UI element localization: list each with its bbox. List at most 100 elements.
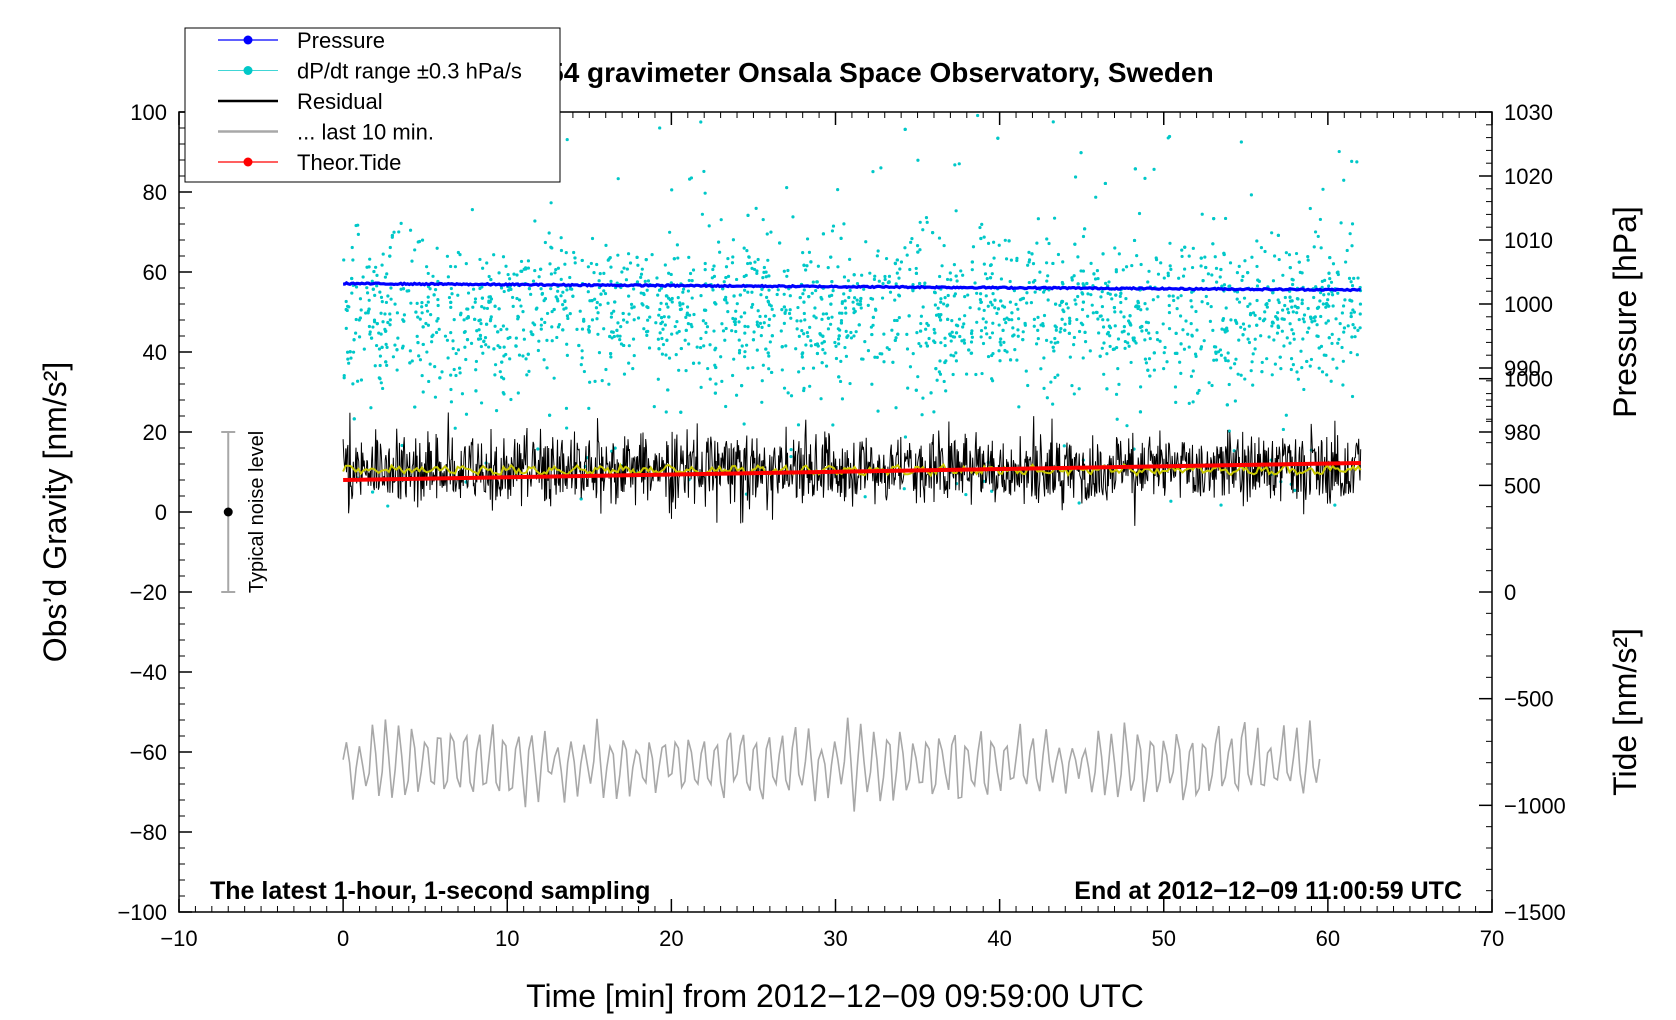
dpdt-point [1226, 359, 1230, 363]
dpdt-point [1234, 357, 1238, 361]
dpdt-point [819, 295, 823, 300]
dpdt-point [1045, 237, 1049, 241]
dpdt-point [672, 257, 676, 261]
dpdt-point [1352, 276, 1356, 280]
dpdt-point [863, 495, 867, 499]
dpdt-point [1291, 282, 1295, 287]
dpdt-point [764, 347, 768, 351]
dpdt-point [836, 265, 840, 269]
dpdt-point [911, 283, 915, 287]
dpdt-point [807, 294, 811, 299]
dpdt-point [802, 311, 806, 316]
dpdt-point [738, 293, 742, 297]
dpdt-point [550, 309, 554, 314]
dpdt-point [1058, 303, 1062, 307]
dpdt-point [1218, 348, 1223, 352]
dpdt-point [681, 290, 685, 294]
dpdt-point [1288, 295, 1292, 299]
dpdt-point [836, 337, 841, 341]
dpdt-point [1025, 291, 1029, 295]
dpdt-point [999, 299, 1003, 303]
dpdt-point [980, 222, 984, 226]
dpdt-point [821, 348, 825, 352]
dpdt-point [1068, 316, 1072, 320]
dpdt-point [999, 343, 1003, 347]
dpdt-point [369, 336, 374, 340]
dpdt-point [1210, 273, 1214, 277]
dpdt-point [695, 345, 699, 349]
dpdt-point [1300, 271, 1304, 275]
dpdt-point [761, 217, 765, 222]
dpdt-point [449, 264, 453, 269]
dpdt-point [1283, 303, 1287, 308]
dpdt-point [1155, 331, 1159, 335]
dpdt-point [590, 318, 595, 322]
dpdt-point [1070, 278, 1074, 282]
dpdt-point [908, 267, 912, 272]
dpdt-point [1051, 120, 1055, 124]
dpdt-point [758, 321, 763, 325]
dpdt-point [1113, 310, 1117, 314]
dpdt-point [711, 288, 715, 292]
dpdt-point [580, 356, 584, 360]
dpdt-point [489, 315, 493, 319]
dpdt-point [1033, 290, 1037, 294]
dpdt-point [834, 356, 839, 361]
dpdt-point [1011, 326, 1015, 330]
dpdt-point [1077, 329, 1082, 334]
y-tick-label: 100 [130, 100, 167, 125]
dpdt-point [1283, 295, 1287, 300]
dpdt-point [452, 367, 456, 372]
dpdt-point [1341, 383, 1345, 387]
dpdt-point [480, 305, 484, 309]
dpdt-point [570, 287, 574, 291]
dpdt-point [796, 305, 800, 310]
dpdt-point [1167, 310, 1172, 315]
dpdt-point [830, 280, 834, 284]
dpdt-point [788, 294, 792, 298]
dpdt-point [843, 306, 848, 310]
dpdt-point [418, 358, 423, 362]
dpdt-point [1223, 216, 1228, 221]
dpdt-point [876, 409, 880, 413]
dpdt-point [462, 330, 467, 335]
noise-level-indicator [221, 431, 236, 593]
dpdt-point [1340, 311, 1344, 315]
dpdt-point [818, 332, 822, 336]
dpdt-point [1260, 360, 1264, 365]
dpdt-point [610, 336, 614, 340]
dpdt-point [699, 336, 703, 341]
dpdt-point [751, 366, 755, 370]
dpdt-point [427, 379, 431, 384]
dpdt-point [1261, 319, 1266, 323]
dpdt-point [964, 492, 968, 497]
dpdt-point [1350, 284, 1355, 288]
dpdt-point [1117, 252, 1121, 256]
dpdt-point [1289, 367, 1293, 372]
dpdt-point [1315, 323, 1319, 327]
dpdt-point [1049, 380, 1053, 384]
dpdt-point [1063, 322, 1067, 326]
dpdt-point [466, 291, 471, 295]
dpdt-point [668, 298, 672, 302]
dpdt-point [566, 316, 570, 321]
dpdt-point [1251, 383, 1255, 387]
dpdt-point [827, 294, 832, 298]
theoretical-tide-series [343, 460, 1361, 483]
dpdt-point [945, 304, 949, 308]
dpdt-point [1076, 294, 1080, 299]
footer-right: End at 2012−12−09 11:00:59 UTC [1074, 877, 1462, 905]
dpdt-point [626, 252, 631, 256]
dpdt-point [734, 393, 739, 397]
dpdt-point [504, 264, 508, 268]
dpdt-point [743, 331, 747, 335]
dpdt-point [966, 293, 970, 297]
dpdt-point [985, 332, 989, 336]
dpdt-point [1356, 328, 1360, 332]
dpdt-point [565, 353, 569, 357]
dpdt-point [1324, 302, 1328, 306]
dpdt-point [1191, 246, 1195, 250]
dpdt-point [1280, 317, 1284, 321]
dpdt-point [425, 309, 430, 313]
dpdt-point [745, 343, 749, 347]
